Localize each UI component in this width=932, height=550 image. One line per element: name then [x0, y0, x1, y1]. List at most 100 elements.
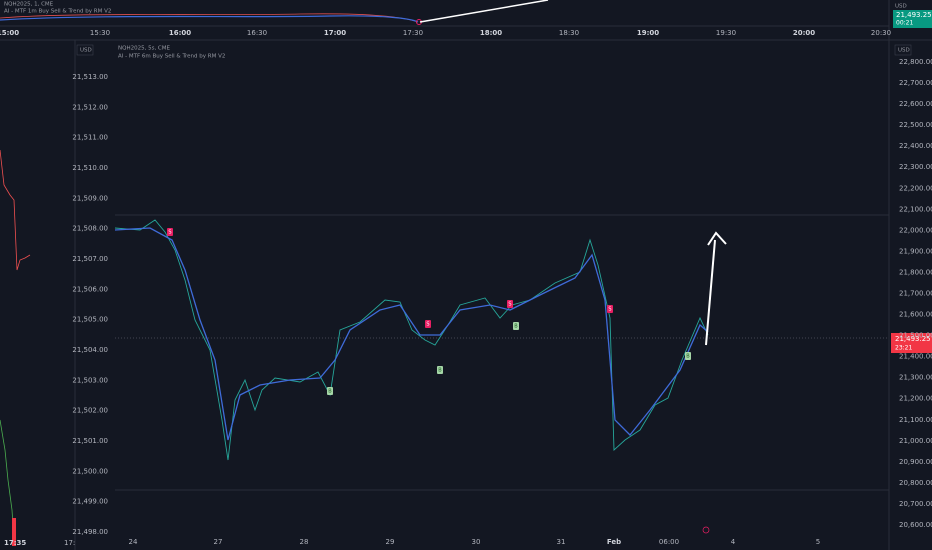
countdown: 23:21 — [895, 345, 912, 352]
currency: USD — [898, 48, 910, 54]
price-label: 21,000.00 — [899, 437, 932, 445]
price-label: 22,500.00 — [899, 121, 932, 129]
signal-label: S — [508, 302, 511, 308]
price: 21,493.25 — [896, 11, 932, 19]
top-trend-line — [0, 15, 419, 23]
time-label: 16:00 — [169, 29, 191, 37]
signal-badge — [437, 366, 443, 374]
currency-box — [894, 44, 912, 56]
time-label: 17:30 — [403, 29, 423, 37]
price-label: 22,700.00 — [899, 79, 932, 87]
signal-label: B — [328, 389, 332, 395]
price-label: 20,800.00 — [899, 479, 932, 487]
time-label: 17:35 — [4, 539, 26, 547]
price-label: 21,300.00 — [899, 374, 932, 382]
price-label: 21,100.00 — [899, 416, 932, 424]
event-marker — [702, 526, 710, 534]
time-label: 19:00 — [637, 29, 659, 37]
date-label: 31 — [557, 538, 566, 546]
price-label: 21,508.00 — [72, 225, 108, 233]
signal-label: S — [426, 322, 429, 328]
top-arrow — [419, 0, 549, 23]
date-label: 5 — [816, 538, 820, 546]
price-label: 21,500.00 — [72, 467, 108, 475]
price-label: 21,512.00 — [72, 103, 108, 111]
signal-badge — [607, 305, 613, 313]
signal-badge — [425, 320, 431, 328]
price-label: 22,600.00 — [899, 100, 932, 108]
price-label: 21,506.00 — [72, 285, 108, 293]
price-label: 22,000.00 — [899, 226, 932, 234]
date-label: 4 — [731, 538, 736, 546]
price-label: 21,500.00 — [899, 332, 932, 340]
time-label: 20:30 — [871, 29, 891, 37]
price-label: 21,499.00 — [72, 498, 108, 506]
symbol: NQH2025, 1, CME — [4, 2, 54, 8]
time-label: 16:30 — [247, 29, 267, 37]
time-label: 19:30 — [716, 29, 736, 37]
trend-line — [114, 227, 709, 441]
signal-badge — [167, 228, 173, 236]
signal-badge — [507, 300, 513, 308]
price-label: 21,501.00 — [72, 437, 108, 445]
time-label: 15:30 — [90, 29, 110, 37]
arrow — [705, 239, 716, 346]
price-label: 20,700.00 — [899, 500, 932, 508]
time-label: 17: — [64, 539, 75, 547]
date-label: 28 — [300, 538, 309, 546]
signal-label: S — [608, 307, 611, 313]
date-label: 30 — [472, 538, 481, 546]
time-label: 20:00 — [793, 29, 815, 37]
date-label: Feb — [607, 538, 621, 546]
price-label: 21,504.00 — [72, 346, 108, 354]
signal-label: B — [438, 368, 442, 374]
price-label: 21,800.00 — [899, 268, 932, 276]
price-label: 21,511.00 — [72, 134, 108, 142]
signal-label: B — [686, 354, 690, 360]
price: 21,493.25 — [895, 335, 931, 343]
symbol: NQH2025, 5s, CME — [118, 46, 171, 52]
price-label: 21,700.00 — [899, 290, 932, 298]
price-label: 21,509.00 — [72, 194, 108, 202]
price-label: 20,600.00 — [899, 521, 932, 529]
price-label: 22,200.00 — [899, 184, 932, 192]
left-volume — [12, 518, 16, 546]
date-label: 27 — [214, 538, 223, 546]
left-price-line — [0, 149, 31, 271]
signal-badge — [327, 387, 333, 395]
date-label: 06:00 — [659, 538, 679, 546]
price-label: 22,400.00 — [899, 142, 932, 150]
price-label: 22,100.00 — [899, 205, 932, 213]
time-label: 18:00 — [480, 29, 502, 37]
indicator: AI - MTF 6m Buy Sell & Trend by RM V2 — [118, 54, 225, 60]
price-label: 21,498.00 — [72, 528, 108, 536]
signal-label: S — [168, 230, 171, 236]
price-label: 21,513.00 — [72, 73, 108, 81]
signal-label: B — [514, 324, 518, 330]
price-label: 21,900.00 — [899, 247, 932, 255]
price-label: 21,502.00 — [72, 407, 108, 415]
date-label: 24 — [129, 538, 138, 546]
price-label: 21,200.00 — [899, 395, 932, 403]
time-label: 15:00 — [0, 29, 19, 37]
price-label: 21,505.00 — [72, 316, 108, 324]
price-label: 22,800.00 — [899, 58, 932, 66]
price-line — [114, 219, 709, 461]
price-label: 21,510.00 — [72, 164, 108, 172]
price-label: 21,503.00 — [72, 376, 108, 384]
price-label: 20,900.00 — [899, 458, 932, 466]
arrow-head — [707, 231, 727, 246]
currency: USD — [895, 4, 907, 10]
time-label: 18:30 — [559, 29, 579, 37]
price-label: 22,300.00 — [899, 163, 932, 171]
countdown: 00:21 — [896, 20, 913, 27]
price-label: 21,600.00 — [899, 311, 932, 319]
currency: USD — [80, 48, 92, 54]
signal-badge — [685, 352, 691, 360]
currency-box — [76, 44, 94, 56]
time-label: 17:00 — [324, 29, 346, 37]
price-badge — [891, 333, 932, 353]
date-label: 29 — [386, 538, 395, 546]
